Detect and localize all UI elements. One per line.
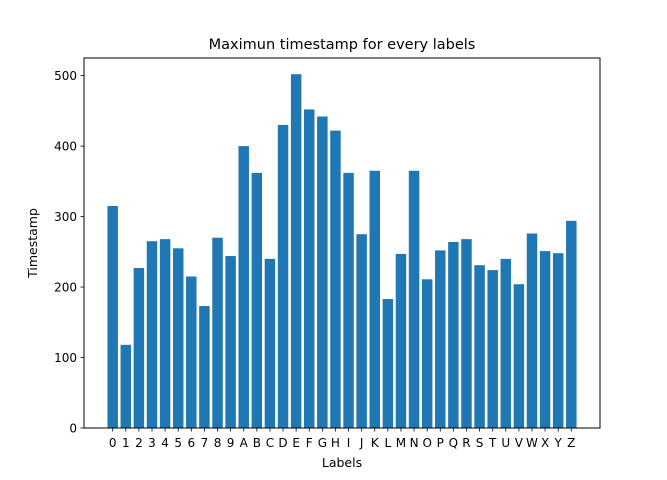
bar-W	[526, 233, 538, 428]
x-tick-label: 4	[161, 436, 169, 450]
bar-R	[461, 239, 472, 428]
x-tick-label: V	[515, 436, 524, 450]
bar-Q	[448, 241, 459, 428]
x-tick-label: C	[266, 436, 274, 450]
bar-I	[343, 172, 354, 428]
x-tick-label: F	[306, 436, 313, 450]
x-tick-label: W	[526, 436, 538, 450]
x-axis-label: Labels	[322, 455, 362, 470]
bar-A	[238, 146, 249, 428]
x-tick-label: O	[422, 436, 431, 450]
x-tick-label: H	[331, 436, 340, 450]
x-tick-label: 8	[214, 436, 222, 450]
bars-group	[107, 74, 577, 429]
bar-T	[487, 270, 498, 428]
bar-E	[290, 74, 302, 428]
x-tick-label: 0	[109, 436, 117, 450]
bar-J	[356, 234, 367, 428]
bar-D	[277, 124, 289, 428]
bar-S	[474, 265, 485, 428]
x-tick-label: Y	[554, 436, 563, 450]
x-tick-label: S	[476, 436, 484, 450]
bar-U	[500, 258, 512, 428]
bar-F	[304, 109, 315, 428]
bar-V	[513, 284, 525, 428]
bar-K	[369, 170, 380, 428]
y-tick-label: 0	[69, 422, 77, 436]
bar-H	[330, 130, 341, 429]
bar-P	[435, 250, 446, 428]
bar-O	[421, 279, 433, 428]
bar-2	[133, 268, 145, 428]
x-tick-label: I	[347, 436, 351, 450]
bar-3	[146, 241, 158, 428]
x-tick-label: 1	[122, 436, 130, 450]
x-tick-label: L	[385, 436, 392, 450]
bar-6	[186, 276, 197, 428]
y-tick-label: 100	[54, 351, 77, 365]
x-tick-label: Z	[567, 436, 575, 450]
y-tick-label: 300	[54, 210, 77, 224]
x-tick-label: K	[371, 436, 380, 450]
x-tick-label: J	[359, 436, 364, 450]
x-tick-label: Q	[449, 436, 458, 450]
bar-9	[225, 256, 236, 428]
bar-4	[159, 239, 171, 428]
x-tick-label: 3	[148, 436, 156, 450]
x-tick-label: R	[462, 436, 470, 450]
bar-G	[317, 116, 328, 428]
x-tick-label: B	[253, 436, 261, 450]
x-tick-label: 6	[187, 436, 195, 450]
bar-M	[395, 253, 407, 428]
x-tick-label: 2	[135, 436, 143, 450]
x-tick-label: 7	[201, 436, 209, 450]
y-tick-label: 400	[54, 140, 77, 154]
bar-X	[539, 251, 551, 428]
y-tick-label: 500	[54, 69, 77, 83]
x-tick-label: A	[240, 436, 249, 450]
bar-0	[107, 206, 118, 428]
x-tick-label: T	[488, 436, 497, 450]
x-tick-label: P	[437, 436, 444, 450]
bar-1	[120, 344, 132, 428]
chart-title: Maximun timestamp for every labels	[209, 37, 476, 53]
bar-7	[199, 306, 210, 428]
bar-Z	[566, 220, 577, 428]
bar-N	[408, 170, 420, 428]
x-tick-label: 9	[227, 436, 235, 450]
y-tick-label: 200	[54, 281, 77, 295]
x-tick-label: 5	[174, 436, 182, 450]
x-tick-label: G	[318, 436, 327, 450]
x-tick-label: X	[541, 436, 549, 450]
bar-Y	[552, 253, 564, 428]
x-tick-label: E	[292, 436, 300, 450]
plot-frame	[83, 57, 601, 429]
y-axis-label: Timestamp	[25, 208, 40, 279]
bar-B	[251, 172, 263, 428]
x-tick-label: D	[278, 436, 287, 450]
x-tick-label: N	[410, 436, 419, 450]
y-axis: 0 100 200 300 400 500	[54, 69, 84, 436]
bar-C	[264, 258, 276, 428]
bar-8	[212, 237, 223, 428]
bar-L	[382, 299, 394, 428]
x-tick-label: U	[501, 436, 510, 450]
x-tick-label: M	[396, 436, 406, 450]
bar-5	[172, 248, 184, 428]
